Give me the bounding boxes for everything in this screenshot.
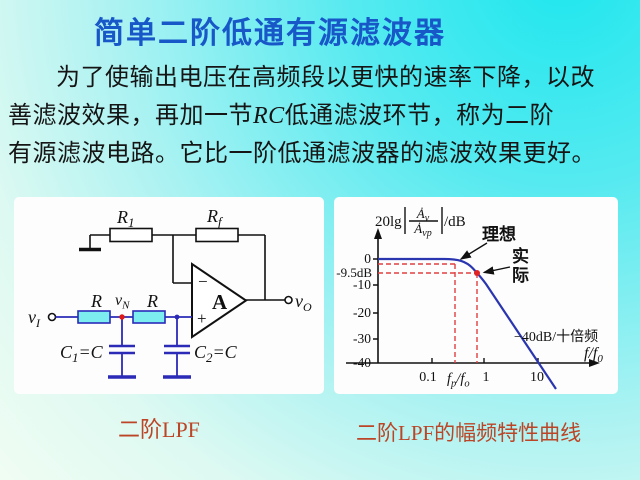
body-line-2-rc-italic: RC <box>253 103 285 129</box>
response-curve <box>378 257 557 390</box>
label-r-right: R <box>146 291 158 311</box>
slope-label: −40dB/十倍频 <box>514 329 598 345</box>
label-rf: Rf <box>206 206 224 229</box>
label-vo: vO <box>295 291 312 314</box>
label-r-left: R <box>90 291 102 311</box>
x-tick-10: 10 <box>530 370 544 385</box>
y-tick-marks <box>373 258 378 340</box>
y-tick-0: 0 <box>364 251 371 266</box>
input-terminal <box>47 312 57 322</box>
body-line-1: 为了使输出电压在高频段以更快的速率下降，以改 <box>56 65 595 91</box>
actual-label-char2: 际 <box>512 266 529 285</box>
y-tick-10: -10 <box>353 277 371 292</box>
x-axis-arrow <box>589 359 600 367</box>
y-tick-20: -20 <box>353 305 371 320</box>
label-c1: C1=C <box>60 342 104 365</box>
resistor-r-left <box>77 310 111 324</box>
page-title: 简单二阶低通有源滤波器 <box>94 17 446 50</box>
formula-suffix: /dB <box>444 214 466 230</box>
x-tick-1: 1 <box>483 370 490 385</box>
bode-plot: 20lg Ȧv Ȧvp /dB 0 -10 -20 -30 -40 -9.5dB… <box>336 206 603 390</box>
actual-label-char1: 实 <box>512 246 529 266</box>
x-label-fp-fo: fp/fo <box>447 371 470 390</box>
ideal-arrow <box>459 242 488 260</box>
label-c2: C2=C <box>194 342 238 365</box>
output-terminal <box>284 295 293 305</box>
resistor-r-right <box>132 310 166 324</box>
resistor-rf <box>195 227 239 243</box>
opamp-minus-sign: − <box>198 272 208 291</box>
circuit-panel: R1 Rf − + A vO vI R R vN C1=C C2=C <box>14 197 324 394</box>
feedback-wires <box>79 234 285 301</box>
dashed-guides <box>378 263 478 363</box>
circuit-diagram: R1 Rf − + A vO vI R R vN C1=C C2=C <box>28 206 312 379</box>
capacitor-plates <box>109 344 190 355</box>
body-line-2-post: 低通滤波环节，称为二阶 <box>284 103 555 129</box>
actual-arrow <box>482 266 511 275</box>
circuit-caption: 二阶LPF <box>118 417 200 442</box>
label-r1: R1 <box>116 207 135 230</box>
actual-point-dot <box>474 270 480 276</box>
rc-network-wires <box>55 316 192 379</box>
node-c2-dot <box>174 314 180 320</box>
y-tick-40: -40 <box>353 355 371 370</box>
body-line-2: 善滤波效果，再加一节RC低通滤波环节，称为二阶 <box>8 95 636 130</box>
formula-bars <box>404 207 443 234</box>
label-vn: vN <box>115 292 130 312</box>
x-axis-label: f/f0 <box>584 345 603 365</box>
y-tick-30: -30 <box>353 331 371 346</box>
formula-denominator: Ȧvp <box>413 221 431 239</box>
opamp-triangle <box>191 262 248 339</box>
formula-prefix: 20lg <box>375 214 402 230</box>
body-line-3: 有源滤波电路。它比一阶低通滤波器的滤波效果更好。 <box>8 141 596 167</box>
ideal-label: 理想 <box>482 224 516 244</box>
y-axis-formula: 20lg Ȧv Ȧvp /dB <box>375 206 466 239</box>
opamp-gain-label: A <box>212 290 228 314</box>
resistor-r1 <box>109 227 153 243</box>
y-axis-arrow <box>374 228 382 239</box>
plot-panel: 20lg Ȧv Ȧvp /dB 0 -10 -20 -30 -40 -9.5dB… <box>334 197 618 394</box>
label-vi: vI <box>28 307 41 330</box>
y-marker-9-5db: -9.5dB <box>336 265 372 280</box>
body-line-2-pre: 善滤波效果，再加一节 <box>8 103 253 129</box>
x-tick-0-1: 0.1 <box>419 370 437 385</box>
plot-caption: 二阶LPF的幅频特性曲线 <box>356 421 582 445</box>
opamp-plus-sign: + <box>197 309 207 328</box>
formula-numerator: Ȧv <box>416 206 430 224</box>
node-vn-dot <box>119 314 125 320</box>
